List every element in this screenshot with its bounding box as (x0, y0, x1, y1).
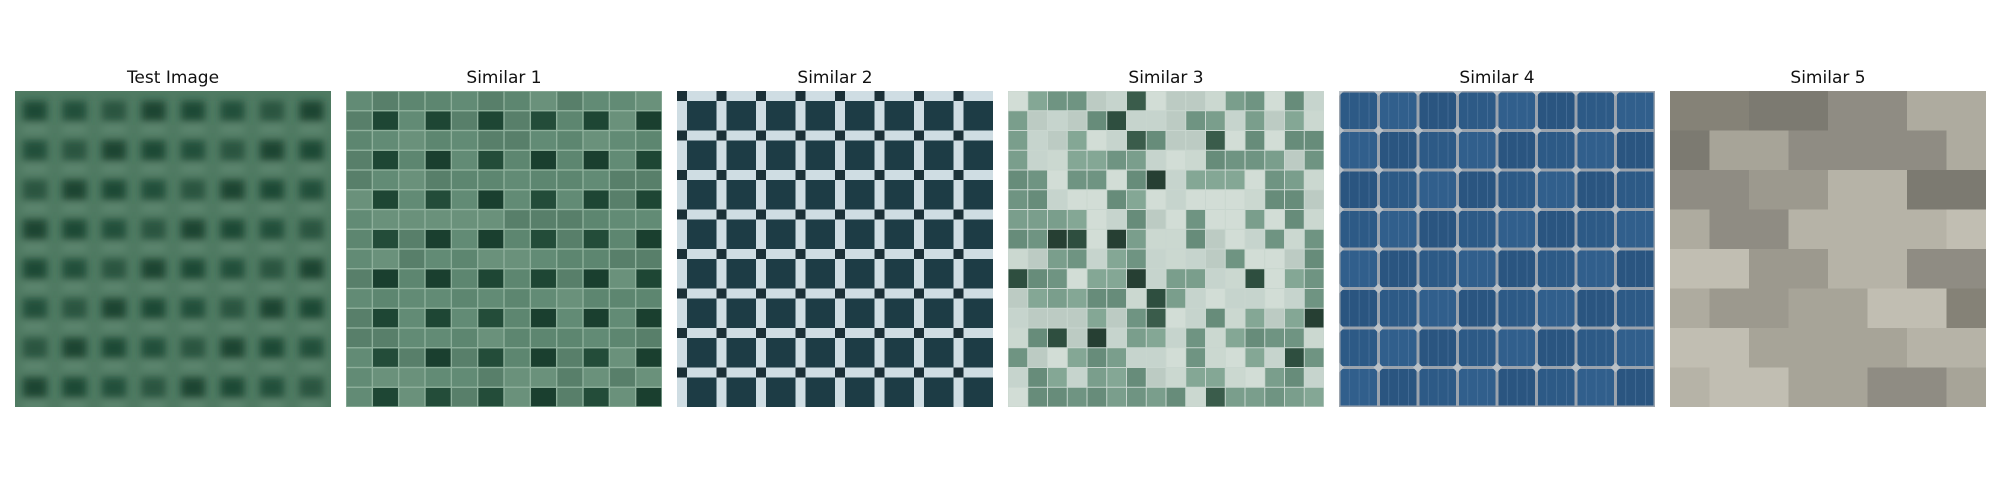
panel-similar-5: Similar 5 (1670, 66, 1986, 407)
similar-1-image (346, 91, 662, 407)
panel-similar-2: Similar 2 (677, 66, 993, 407)
similar-5-image (1670, 91, 1986, 407)
panel-title: Similar 2 (797, 68, 873, 88)
panel-similar-3: Similar 3 (1008, 66, 1324, 407)
panel-title: Similar 4 (1459, 68, 1535, 88)
test-image (15, 91, 331, 407)
panel-title: Test Image (126, 68, 220, 88)
similar-4-image (1339, 91, 1655, 407)
panel-similar-1: Similar 1 (346, 66, 662, 407)
panel-title: Similar 3 (1128, 68, 1204, 88)
panel-similar-4: Similar 4 (1339, 66, 1655, 407)
panel-test-image: Test Image (15, 66, 331, 407)
similar-3-image (1008, 91, 1324, 407)
similar-2-image (677, 91, 993, 407)
panel-title: Similar 5 (1790, 68, 1866, 88)
panel-title: Similar 1 (466, 68, 542, 88)
